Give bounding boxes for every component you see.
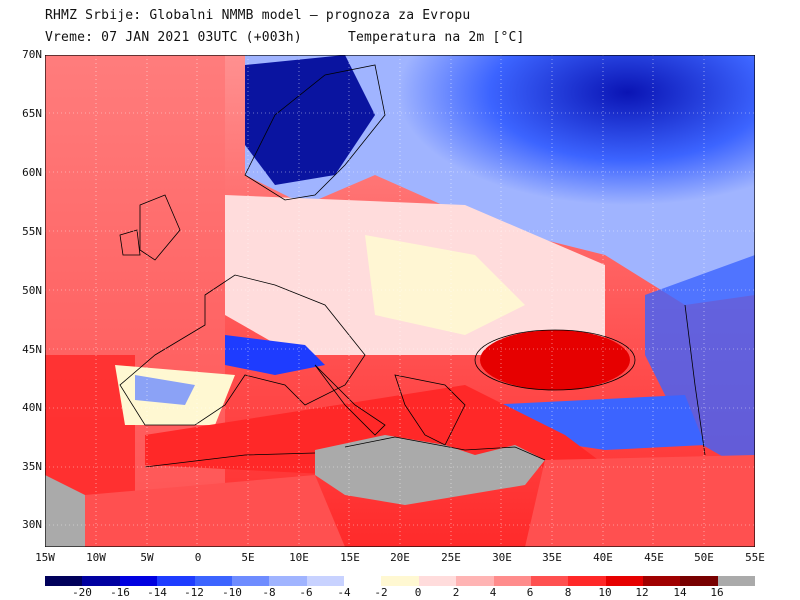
north-africa-warm	[85, 475, 345, 547]
colorbar-label: 6	[526, 586, 534, 599]
lon-label-20e: 20E	[390, 551, 410, 564]
lon-label-25e: 25E	[441, 551, 461, 564]
lon-label-5e: 5E	[241, 551, 255, 564]
colorbar-swatch	[493, 576, 531, 586]
lat-label-45n: 45N	[22, 343, 42, 356]
colorbar-label: 2	[452, 586, 460, 599]
colorbar-label: 14	[673, 586, 687, 599]
colorbar-swatch	[45, 576, 83, 586]
colorbar-label: -2	[374, 586, 388, 599]
colorbar-label: 10	[598, 586, 612, 599]
colorbar-label: 12	[635, 586, 649, 599]
black-sea-warm	[480, 330, 630, 390]
alps-cold	[225, 335, 325, 375]
colorbar-label: -4	[337, 586, 351, 599]
map-title: RHMZ Srbije: Globalni NMMB model — progn…	[45, 8, 471, 23]
colorbar-label: -14	[147, 586, 167, 599]
colorbar-swatch	[119, 576, 158, 586]
colorbar-label: -12	[184, 586, 204, 599]
colorbar-label: 16	[710, 586, 724, 599]
colorbar-swatch	[306, 576, 344, 586]
temperature-map	[45, 55, 755, 547]
cold-region-east	[645, 255, 755, 475]
lon-label-30e: 30E	[492, 551, 512, 564]
colorbar-swatch	[418, 576, 457, 586]
lat-label-35n: 35N	[22, 460, 42, 473]
colorbar-label: 8	[564, 586, 572, 599]
colorbar-label: -16	[110, 586, 130, 599]
temperature-colorbar	[45, 576, 756, 586]
scandinavia-cold	[245, 55, 375, 185]
lon-label-5w: 5W	[140, 551, 154, 564]
colorbar-swatch	[231, 576, 270, 586]
colorbar-swatch	[680, 576, 718, 586]
colorbar-swatch	[381, 576, 419, 586]
colorbar-label: -10	[222, 586, 242, 599]
lon-label-50e: 50E	[694, 551, 714, 564]
lon-label-35e: 35E	[542, 551, 562, 564]
field-name: Temperatura na 2m [°C]	[348, 30, 525, 45]
lon-label-10w: 10W	[86, 551, 106, 564]
lat-label-65n: 65N	[22, 107, 42, 120]
lon-label-0: 0	[194, 551, 202, 564]
colorbar-swatch	[568, 576, 606, 586]
lat-label-60n: 60N	[22, 166, 42, 179]
lat-label-50n: 50N	[22, 284, 42, 297]
lon-label-40e: 40E	[593, 551, 613, 564]
colorbar-swatch	[269, 576, 307, 586]
lat-label-40n: 40N	[22, 401, 42, 414]
colorbar-swatch	[717, 576, 756, 586]
colorbar-label: -6	[299, 586, 313, 599]
lat-label-70n: 70N	[22, 48, 42, 61]
colorbar-swatch	[194, 576, 232, 586]
colorbar-label: -20	[72, 586, 92, 599]
colorbar-label: 4	[489, 586, 497, 599]
colorbar-swatch	[456, 576, 494, 586]
colorbar-swatch	[605, 576, 643, 586]
colorbar-label: -8	[262, 586, 276, 599]
lon-label-55e: 55E	[745, 551, 765, 564]
lon-label-10e: 10E	[289, 551, 309, 564]
colorbar-swatch	[643, 576, 681, 586]
lon-label-45e: 45E	[644, 551, 664, 564]
lon-label-15e: 15E	[340, 551, 360, 564]
lat-label-55n: 55N	[22, 225, 42, 238]
colorbar-swatch	[82, 576, 120, 586]
masked-area	[315, 435, 545, 505]
colorbar-swatch	[344, 576, 382, 586]
colorbar-swatch	[157, 576, 195, 586]
colorbar-swatch	[530, 576, 569, 586]
colorbar-label: 0	[414, 586, 422, 599]
valid-time: Vreme: 07 JAN 2021 03UTC (+003h)	[45, 30, 302, 45]
lon-label-15w: 15W	[35, 551, 55, 564]
lat-label-30n: 30N	[22, 518, 42, 531]
coastlines	[119, 64, 706, 468]
